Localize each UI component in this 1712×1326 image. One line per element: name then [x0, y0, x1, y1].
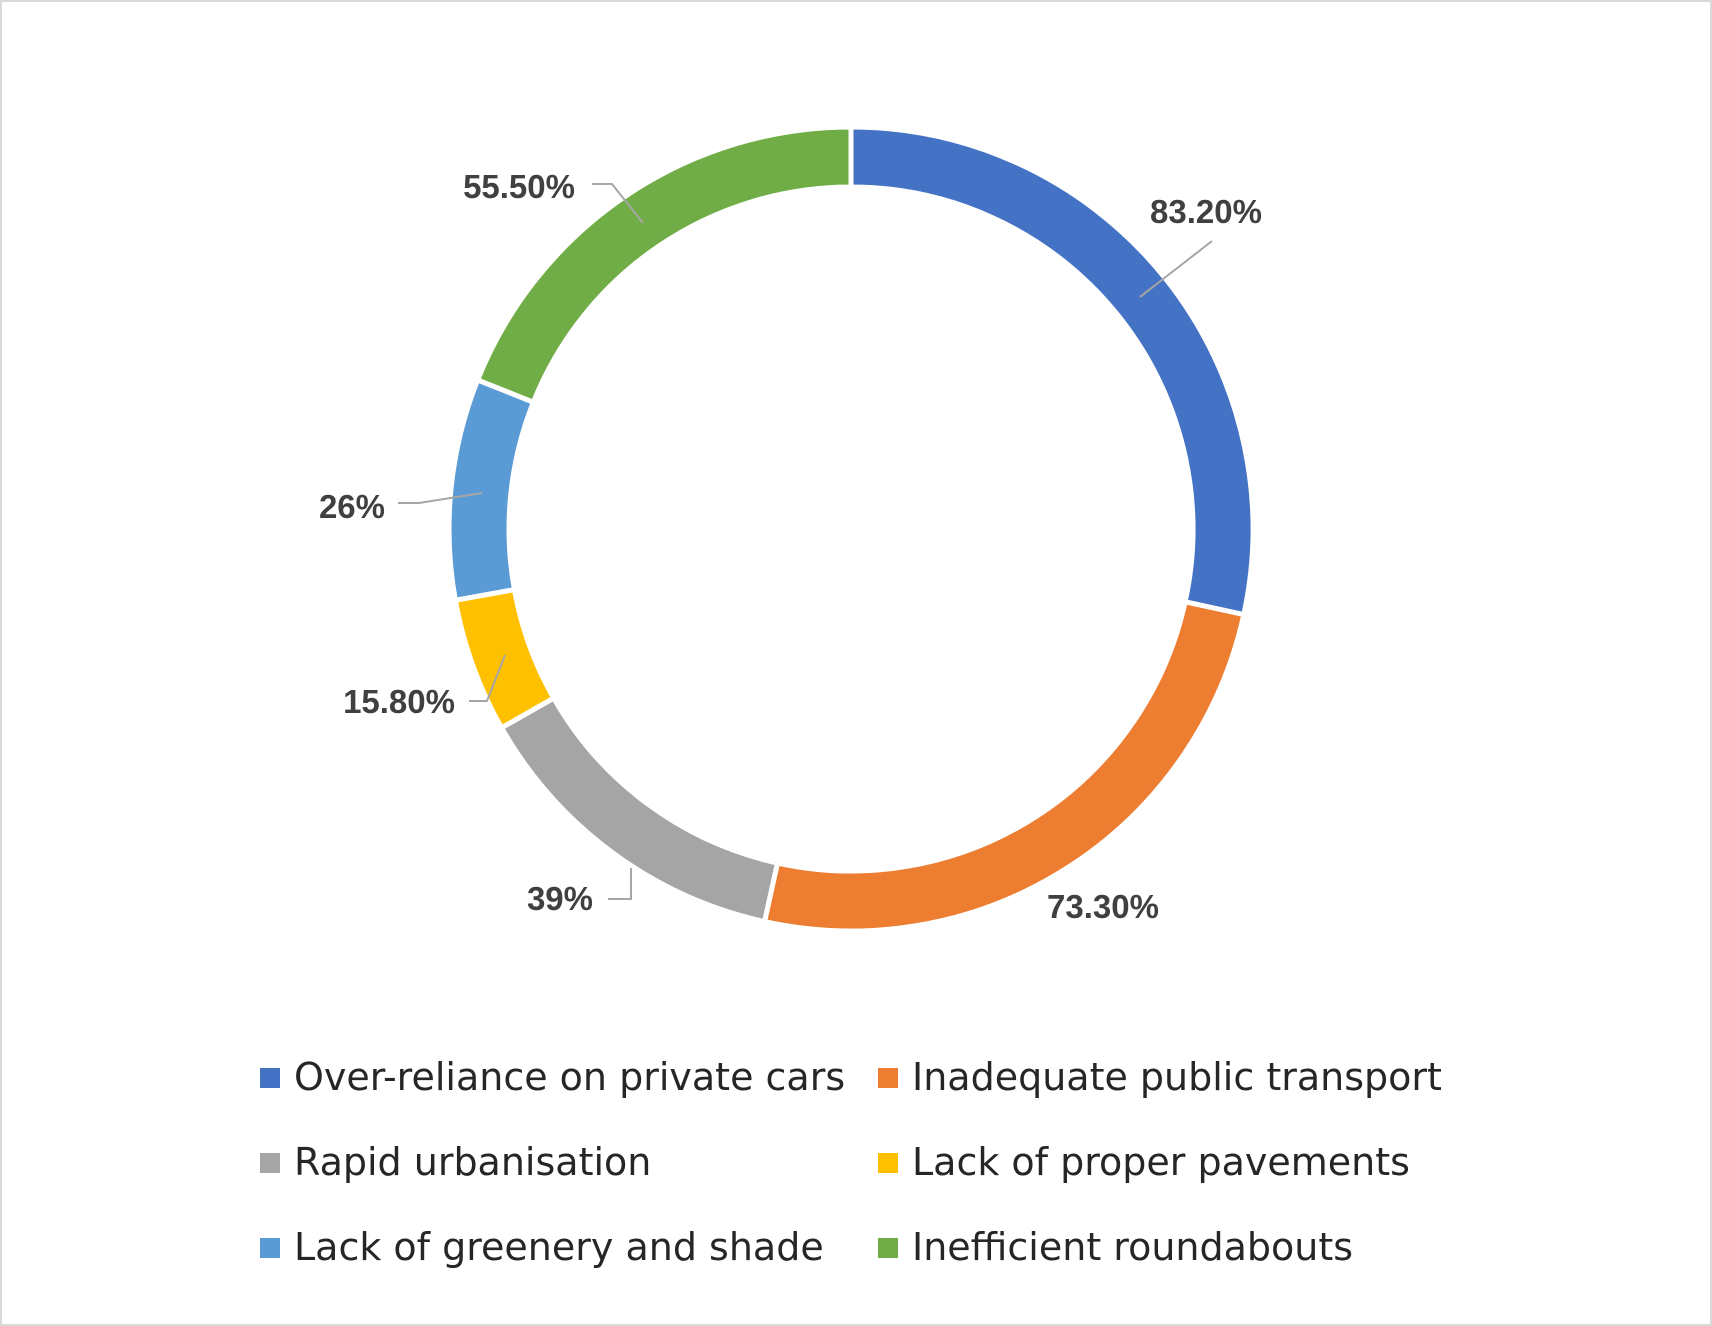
data-label-inadequate-public-transport: 73.30%	[1047, 888, 1159, 925]
slice-inefficient-roundabouts	[474, 124, 854, 406]
leader-lines	[398, 183, 1213, 900]
legend: Over-reliance on private cars Inadequate …	[260, 1055, 1442, 1269]
legend-item-lack-of-greenery-and-shade: Lack of greenery and shade	[260, 1225, 824, 1269]
legend-swatch-rapid-urbanisation	[260, 1153, 280, 1173]
slice-inadequate-public-transport	[761, 598, 1247, 934]
leader-line-lack-of-proper-pavements	[469, 654, 506, 702]
legend-label-over-reliance-on-private-cars: Over-reliance on private cars	[294, 1055, 845, 1099]
legend-item-inadequate-public-transport: Inadequate public transport	[878, 1055, 1442, 1099]
leader-line-over-reliance-on-private-cars	[1139, 240, 1213, 298]
leader-line-rapid-urbanisation	[608, 868, 632, 900]
data-label-inefficient-roundabouts: 55.50%	[463, 168, 575, 205]
legend-label-lack-of-proper-pavements: Lack of proper pavements	[912, 1140, 1410, 1184]
leader-line-lack-of-greenery-and-shade	[398, 492, 483, 504]
legend-item-lack-of-proper-pavements: Lack of proper pavements	[878, 1140, 1410, 1184]
data-label-lack-of-proper-pavements: 15.80%	[343, 683, 455, 720]
slices	[446, 124, 1256, 934]
legend-label-inadequate-public-transport: Inadequate public transport	[912, 1055, 1442, 1099]
data-label-lack-of-greenery-and-shade: 26%	[319, 488, 385, 525]
leader-line-inefficient-roundabouts	[592, 183, 644, 224]
legend-swatch-lack-of-greenery-and-shade	[260, 1238, 280, 1258]
legend-label-inefficient-roundabouts: Inefficient roundabouts	[912, 1225, 1353, 1269]
legend-swatch-over-reliance-on-private-cars	[260, 1068, 280, 1088]
legend-swatch-inefficient-roundabouts	[878, 1238, 898, 1258]
legend-item-inefficient-roundabouts: Inefficient roundabouts	[878, 1225, 1353, 1269]
legend-swatch-lack-of-proper-pavements	[878, 1153, 898, 1173]
slice-lack-of-greenery-and-shade	[446, 376, 537, 604]
data-label-over-reliance-on-private-cars: 83.20%	[1150, 193, 1262, 230]
legend-label-lack-of-greenery-and-shade: Lack of greenery and shade	[294, 1225, 824, 1269]
data-label-rapid-urbanisation: 39%	[527, 880, 593, 917]
data-labels: 83.20% 73.30% 39% 15.80% 26% 55.50%	[319, 168, 1262, 925]
legend-item-over-reliance-on-private-cars: Over-reliance on private cars	[260, 1055, 845, 1099]
legend-item-rapid-urbanisation: Rapid urbanisation	[260, 1140, 651, 1184]
legend-label-rapid-urbanisation: Rapid urbanisation	[294, 1140, 651, 1184]
legend-swatch-inadequate-public-transport	[878, 1068, 898, 1088]
